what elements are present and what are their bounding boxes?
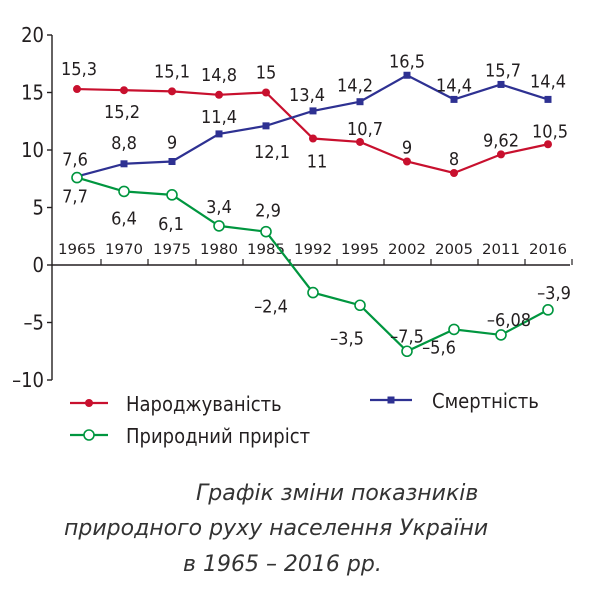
data-label: 3,4 (206, 197, 232, 218)
caption-line-3: в 1965 – 2016 рр. (183, 552, 382, 577)
data-label: 11,4 (201, 107, 237, 128)
x-tick-label: 2016 (529, 242, 567, 258)
data-point (354, 299, 366, 312)
data-label: 6,1 (158, 214, 184, 235)
data-label: 15,3 (61, 59, 97, 80)
data-label: 10,7 (347, 119, 383, 140)
x-tick-label: 1970 (105, 242, 143, 258)
y-tick-label: 20 (21, 23, 44, 47)
y-tick-label: 5 (33, 196, 44, 220)
data-point (260, 225, 272, 238)
data-label: 9,62 (483, 130, 519, 151)
y-tick-label: 0 (33, 253, 44, 277)
data-point (309, 107, 317, 115)
data-label: –3,5 (330, 328, 364, 349)
data-label: 9 (402, 138, 412, 159)
data-label: 14,8 (201, 65, 237, 86)
caption-line-1: Графік зміни показників (196, 481, 479, 506)
data-label: 15,1 (154, 61, 190, 82)
data-label: 9 (167, 133, 177, 154)
data-label: 6,4 (111, 208, 137, 229)
data-point (403, 157, 411, 166)
data-point (450, 169, 458, 177)
x-tick-label: 1995 (341, 242, 379, 258)
data-label: –6,08 (487, 310, 531, 331)
data-point (450, 95, 458, 103)
y-tick-label: 10 (21, 138, 44, 162)
data-label: –3,9 (537, 283, 571, 304)
data-point (73, 85, 81, 94)
data-point (168, 158, 176, 165)
data-point (544, 140, 552, 149)
data-point (262, 88, 270, 97)
data-label: 12,1 (254, 142, 290, 163)
data-label: 16,5 (389, 51, 425, 72)
legend-marker (83, 429, 95, 441)
data-point (120, 86, 128, 95)
line-chart: –10 –5 0 5 10 15 20 1965 1970 1975 1980 1985 1992 199… (12, 23, 573, 448)
legend-label: Смертність (432, 389, 539, 413)
data-label: 15 (256, 63, 277, 84)
legend-marker (85, 399, 93, 407)
legend-label: Народжуваність (126, 392, 282, 416)
data-point (497, 150, 505, 159)
x-tick-label: 1980 (200, 242, 238, 258)
data-point (403, 71, 411, 79)
data-point (215, 130, 223, 138)
data-label: 2,9 (255, 201, 281, 222)
data-label: 10,5 (532, 121, 568, 142)
data-point (401, 345, 413, 358)
data-label: –5,6 (422, 337, 456, 358)
x-tick-label: 2011 (482, 242, 520, 258)
data-point (356, 137, 364, 146)
data-label: 15,7 (485, 60, 521, 81)
x-tick-label: 1975 (153, 242, 191, 258)
data-label: 13,4 (289, 85, 325, 106)
x-tick-label: 1985 (247, 242, 285, 258)
data-label: –7,5 (390, 326, 424, 347)
data-label: –2,4 (254, 297, 288, 318)
data-point (356, 98, 364, 106)
y-tick-label: –10 (12, 368, 44, 392)
data-point (168, 87, 176, 96)
data-label: 8,8 (111, 133, 137, 154)
x-tick-label: 1992 (294, 242, 332, 258)
y-tick-label: –5 (24, 311, 44, 335)
data-label: 7,7 (62, 186, 88, 207)
data-point (213, 220, 225, 232)
data-point (307, 286, 319, 299)
data-label: 15,2 (104, 102, 140, 123)
caption-line-2: природного руху населення України (64, 516, 489, 541)
legend-label: Природний приріст (126, 424, 310, 448)
data-point (495, 329, 507, 341)
data-point (497, 80, 505, 88)
data-point (262, 122, 270, 130)
data-point (118, 185, 130, 198)
data-point (544, 95, 552, 103)
legend-marker (387, 396, 395, 404)
data-point (215, 90, 223, 99)
data-label: 8 (449, 149, 459, 170)
y-tick-label: 15 (21, 81, 44, 105)
data-point (166, 189, 178, 201)
data-point (71, 171, 83, 184)
data-point (120, 160, 128, 168)
data-point (542, 304, 554, 316)
data-label: 14,2 (337, 76, 373, 97)
data-label: 14,4 (436, 75, 472, 96)
data-point (309, 134, 317, 143)
x-tick-label: 2002 (388, 242, 426, 258)
x-tick-label: 2005 (435, 242, 473, 258)
data-label: 14,4 (530, 71, 566, 92)
data-label: 7,6 (62, 150, 88, 171)
data-point (448, 323, 460, 336)
x-tick-label: 1965 (58, 242, 96, 258)
data-label: 11 (307, 152, 328, 173)
